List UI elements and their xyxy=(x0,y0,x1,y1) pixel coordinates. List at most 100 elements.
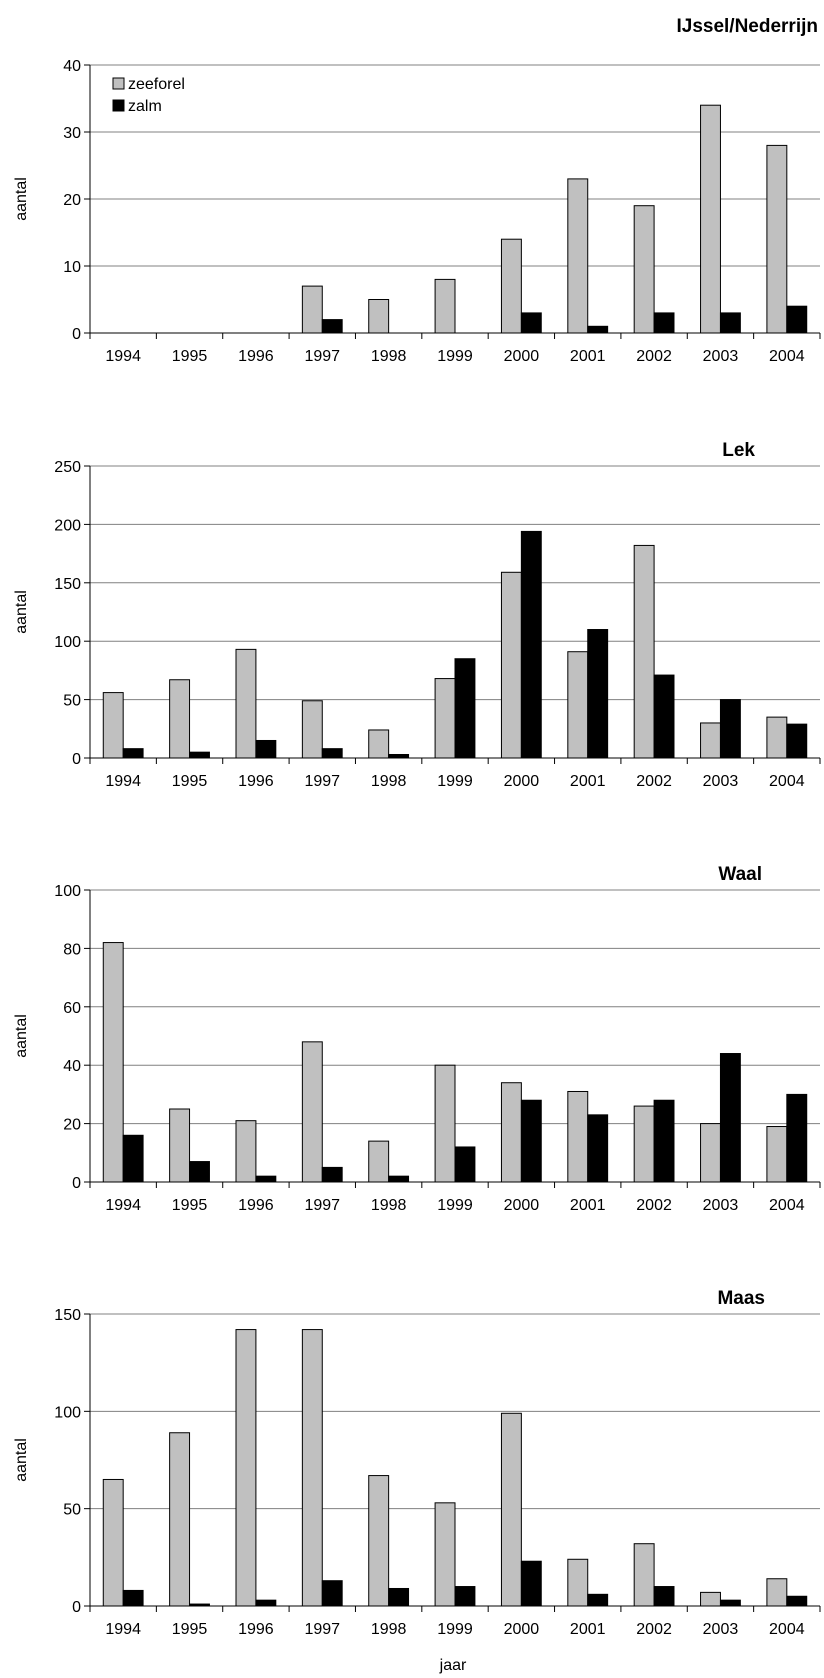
x-tick-label: 2004 xyxy=(769,348,805,365)
bar-zalm xyxy=(786,723,808,759)
bar-zalm xyxy=(587,1114,609,1183)
bar-zalm xyxy=(786,305,808,334)
x-tick-label: 1996 xyxy=(238,1621,274,1638)
bar-zeeforel xyxy=(301,700,323,759)
bar-zeeforel xyxy=(567,651,589,759)
bar-zeeforel xyxy=(500,1082,522,1183)
y-tick-label: 50 xyxy=(63,693,81,710)
chart-panel-4: 0 50 100 150 1994 1995 1996 1997 1998 1999 2000 200… xyxy=(13,1288,821,1638)
bar-zeeforel xyxy=(633,544,655,759)
x-axis-label: jaar xyxy=(439,1657,467,1674)
x-tick-label: 1998 xyxy=(371,773,407,790)
y-tick-label: 200 xyxy=(54,517,81,534)
bar-zalm xyxy=(653,312,675,334)
x-tick-label: 2003 xyxy=(703,773,739,790)
bar-zalm xyxy=(122,1589,144,1607)
x-tick-label: 1994 xyxy=(105,348,141,365)
y-tick-label: 100 xyxy=(54,1404,81,1421)
bar-zeeforel xyxy=(567,178,589,334)
bar-zalm xyxy=(520,312,542,334)
x-tick-label: 2003 xyxy=(703,348,739,365)
y-tick-label: 30 xyxy=(63,125,81,142)
y-tick-label: 100 xyxy=(54,883,81,900)
bar-zalm xyxy=(719,312,741,334)
bar-zalm xyxy=(321,748,343,759)
bar-zeeforel xyxy=(567,1558,589,1607)
x-tick-label: 2002 xyxy=(636,773,672,790)
y-tick-label: 60 xyxy=(63,1000,81,1017)
chart-panel-2: 0 50 100 150 200 250 1994 1995 1996 1997 1998 1999 2… xyxy=(13,440,821,790)
chart-panel-1: 0 10 20 30 40 1994 1995 1996 1997 1998 1999 2000 200… xyxy=(13,16,821,365)
y-tick-label: 0 xyxy=(72,1599,81,1616)
y-tick-label: 0 xyxy=(72,751,81,768)
y-tick-label: 0 xyxy=(72,1175,81,1192)
bar-zeeforel xyxy=(301,1041,323,1183)
bar-zeeforel xyxy=(700,104,721,334)
x-tick-label: 2000 xyxy=(504,348,540,365)
x-tick-label: 2000 xyxy=(504,773,540,790)
x-tick-label: 1996 xyxy=(238,348,274,365)
bar-zeeforel xyxy=(500,1412,522,1607)
y-tick-label: 100 xyxy=(54,634,81,651)
x-tick-label: 1997 xyxy=(304,1197,340,1214)
bar-zalm xyxy=(587,629,609,759)
x-tick-label: 2004 xyxy=(769,1197,805,1214)
bar-zeeforel xyxy=(235,1329,257,1607)
bar-zalm xyxy=(388,1587,410,1607)
bar-zalm xyxy=(321,1580,343,1607)
chart-panel-3: 0 20 40 60 80 100 1994 1995 1996 1997 1998 1999 2000… xyxy=(13,864,821,1214)
y-tick-label: 50 xyxy=(63,1502,81,1519)
bar-zeeforel xyxy=(235,648,257,759)
bar-zalm xyxy=(454,1146,476,1183)
bar-zalm xyxy=(255,739,277,759)
bar-zalm xyxy=(719,1599,741,1607)
bar-zeeforel xyxy=(434,1502,456,1607)
y-tick-label: 40 xyxy=(63,58,81,75)
bar-zalm xyxy=(122,1134,144,1183)
bar-zeeforel xyxy=(169,1432,191,1607)
chart-title: Waal xyxy=(718,864,762,885)
y-tick-label: 40 xyxy=(63,1058,81,1075)
x-tick-label: 1994 xyxy=(105,1197,141,1214)
bar-zalm xyxy=(189,751,210,759)
chart-title: Lek xyxy=(722,440,755,461)
bar-zeeforel xyxy=(301,285,323,334)
bar-zalm xyxy=(321,319,343,334)
bar-zeeforel xyxy=(235,1120,257,1183)
bar-zalm xyxy=(520,1560,542,1607)
y-axis-label: aantal xyxy=(13,590,30,634)
x-tick-label: 1994 xyxy=(105,1621,141,1638)
y-tick-label: 20 xyxy=(63,192,81,209)
x-tick-label: 2001 xyxy=(570,773,606,790)
x-tick-label: 1999 xyxy=(437,1621,473,1638)
legend-swatch-zalm xyxy=(112,99,125,112)
bar-zeeforel xyxy=(368,729,390,759)
y-tick-label: 80 xyxy=(63,941,81,958)
y-axis-label: aantal xyxy=(13,1014,30,1058)
x-tick-label: 1998 xyxy=(371,1197,407,1214)
x-tick-label: 1998 xyxy=(371,348,407,365)
bar-zeeforel xyxy=(567,1090,589,1183)
bar-zeeforel xyxy=(368,299,390,334)
bar-zeeforel xyxy=(700,1123,721,1183)
bar-zalm xyxy=(653,1099,675,1183)
bar-zeeforel xyxy=(434,1064,456,1183)
y-tick-label: 20 xyxy=(63,1117,81,1134)
y-tick-label: 150 xyxy=(54,576,81,593)
x-tick-label: 2002 xyxy=(636,348,672,365)
x-tick-label: 1999 xyxy=(437,1197,473,1214)
x-tick-label: 1995 xyxy=(172,348,208,365)
x-tick-label: 2001 xyxy=(570,1621,606,1638)
x-tick-label: 1995 xyxy=(172,1621,208,1638)
x-tick-label: 2001 xyxy=(570,348,606,365)
y-axis-label: aantal xyxy=(13,177,30,221)
bar-zeeforel xyxy=(500,238,522,334)
y-tick-label: 10 xyxy=(63,259,81,276)
bar-zalm xyxy=(388,753,410,759)
x-tick-label: 1996 xyxy=(238,1197,274,1214)
bar-zeeforel xyxy=(700,1591,721,1607)
bar-zeeforel xyxy=(368,1140,390,1183)
y-axis-label: aantal xyxy=(13,1438,30,1482)
y-tick-label: 250 xyxy=(54,459,81,476)
y-tick-label: 150 xyxy=(54,1307,81,1324)
